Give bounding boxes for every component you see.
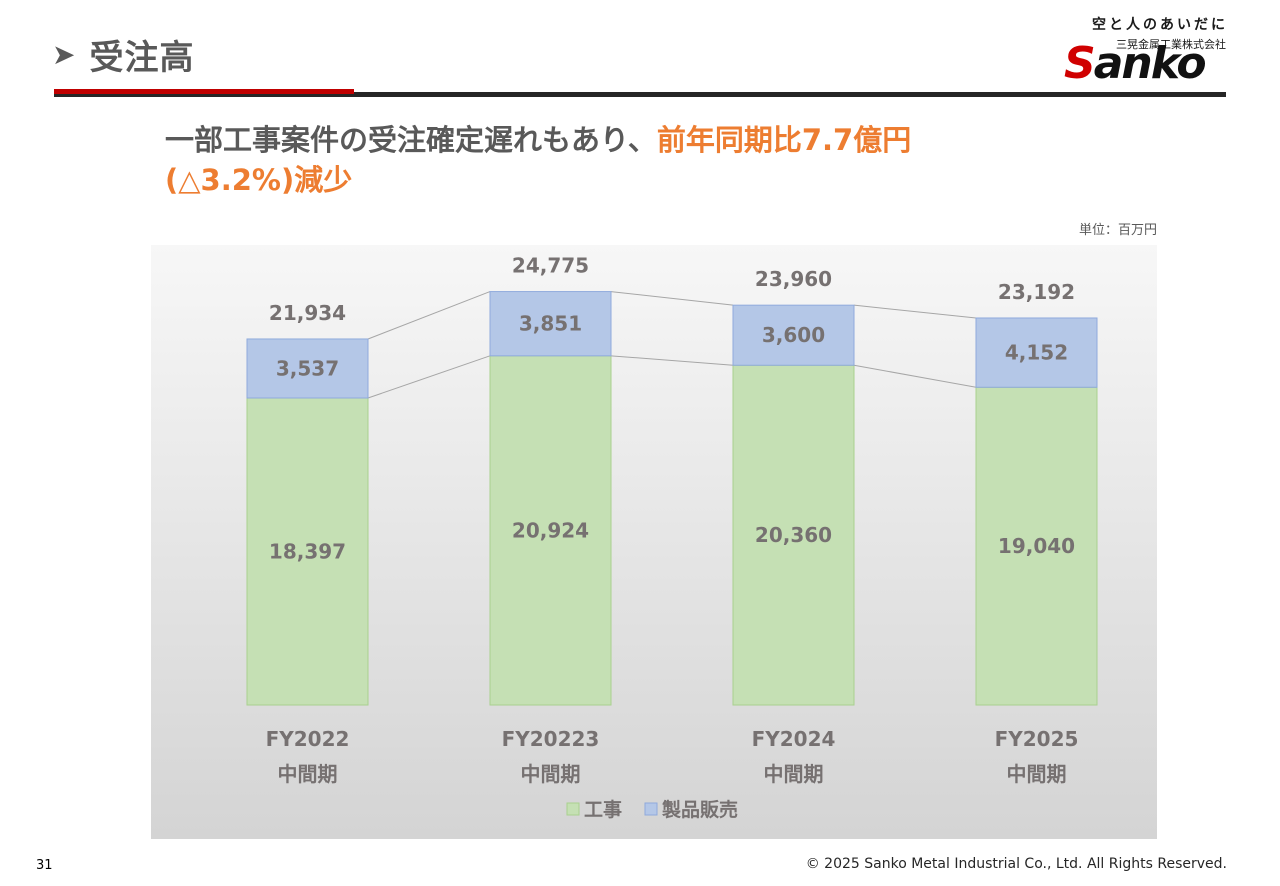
category-label: FY2022 [266,727,350,751]
bar-construction [489,355,612,706]
total-label: 23,192 [998,280,1075,304]
data-label-product-sales: 3,537 [276,356,339,380]
logo-brand: Sanko [1064,42,1207,86]
data-label-construction: 19,040 [998,534,1075,558]
legend: 工事 製品販売 [566,798,738,821]
order-chart: 18,397 3,537 21,934 20,924 3,851 24,775 20,360… [151,245,1157,839]
logo-brand-s: S [1064,38,1096,89]
series-lines [367,291,977,399]
legend-label-construction: 工事 [584,798,622,821]
category-label: FY20223 [502,727,600,751]
data-label-product-sales: 4,152 [1005,341,1068,365]
bar-product-sales [975,317,1098,388]
bar-construction [975,386,1098,706]
series-line [853,304,977,319]
series-line [367,355,491,399]
total-label: 23,960 [755,267,832,291]
copyright: © 2025 Sanko Metal Industrial Co., Ltd. … [805,856,1227,872]
series-line [610,355,734,366]
headline: 一部工事案件の受注確定遅れもあり、前年同期比7.7億円 (△3.2%)減少 [165,120,1165,200]
data-label-product-sales: 3,851 [519,312,582,336]
logo-tagline: 空と人のあいだに [1092,17,1228,33]
series-line [367,291,491,340]
page-number: 31 [36,858,53,873]
page-title: 受注高 [89,38,195,78]
category-sublabel: 中間期 [764,762,824,786]
order-chart-svg: 18,397 3,537 21,934 20,924 3,851 24,775 20,360… [151,245,1157,839]
bar-product-sales [246,338,369,399]
data-labels: 18,397 3,537 21,934 20,924 3,851 24,775 20,360… [269,254,1075,564]
unit-note: 単位：百万円 [1078,223,1157,238]
header-rule [54,89,1226,97]
headline-accent: 前年同期比7.7億円 [656,123,912,157]
bar-product-sales [732,304,855,366]
arrow-bullet-icon: ➤ [52,37,76,71]
total-label: 24,775 [512,254,589,278]
category-sublabel: 中間期 [521,762,581,786]
header-rule-red [54,89,354,94]
headline-line2: (△3.2%)減少 [165,163,353,197]
legend-label-product-sales: 製品販売 [661,798,738,821]
category-sublabel: 中間期 [278,762,338,786]
category-sublabel: 中間期 [1007,762,1067,786]
category-axis: FY2022 中間期 FY20223 中間期 FY2024 中間期 FY2025 中間期 [266,727,1079,786]
bar-construction [732,364,855,706]
headline-main: 一部工事案件の受注確定遅れもあり、 [165,123,657,157]
series-line [853,364,977,388]
legend-swatch-product-sales [644,802,658,816]
header-rule-dark [54,92,1226,97]
data-label-product-sales: 3,600 [762,323,825,347]
data-label-construction: 18,397 [269,540,346,564]
company-logo: 空と人のあいだに 三晃金属工業株式会社 Sanko [1062,12,1230,92]
category-label: FY2024 [752,727,836,751]
series-line [610,291,734,306]
bar-product-sales [489,291,612,357]
logo-company-name: 三晃金属工業株式会社 [1116,38,1226,51]
bar-construction [246,397,369,706]
legend-swatch-construction [566,802,580,816]
category-label: FY2025 [995,727,1079,751]
logo-brand-rest: anko [1093,38,1207,89]
data-label-construction: 20,924 [512,518,589,542]
header: ➤ 受注高 [52,30,194,79]
data-label-construction: 20,360 [755,523,832,547]
total-label: 21,934 [269,301,346,325]
bars [246,291,1098,706]
